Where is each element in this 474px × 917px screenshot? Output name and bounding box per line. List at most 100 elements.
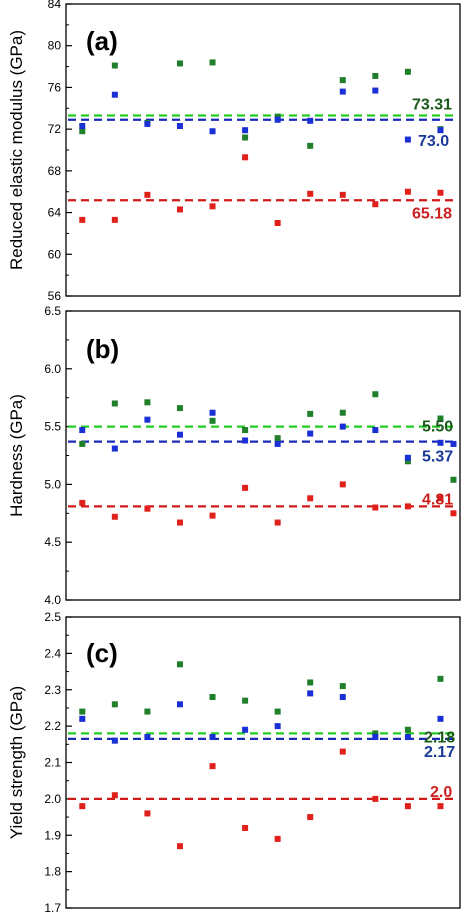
- blue-data-point: [437, 439, 444, 446]
- green-data-point: [176, 661, 183, 668]
- blue-data-point: [144, 416, 151, 423]
- red-data-point: [404, 803, 411, 810]
- blue-data-point: [274, 116, 281, 123]
- green-data-point: [339, 77, 346, 84]
- blue-data-point: [176, 431, 183, 438]
- red-data-point: [307, 495, 314, 502]
- y-tick-label: 2.3: [44, 683, 61, 697]
- green-data-point: [339, 683, 346, 690]
- blue-data-point: [307, 690, 314, 697]
- y-axis-label: Reduced elastic modulus (GPa): [7, 30, 26, 270]
- green-mean-label: 5.50: [422, 419, 453, 436]
- blue-data-point: [274, 440, 281, 447]
- panel-label: (b): [86, 334, 119, 364]
- red-data-point: [274, 835, 281, 842]
- green-data-point: [404, 68, 411, 75]
- panel-label: (a): [86, 26, 118, 56]
- red-data-point: [111, 792, 118, 799]
- blue-data-point: [307, 430, 314, 437]
- red-data-point: [209, 512, 216, 519]
- y-axis-label: Hardness (GPa): [7, 394, 26, 517]
- red-data-point: [144, 191, 151, 198]
- y-tick-label: 84: [48, 0, 62, 11]
- red-data-point: [437, 189, 444, 196]
- green-data-point: [144, 399, 151, 406]
- y-axis-label: Yield strength (GPa): [7, 686, 26, 839]
- y-tick-label: 56: [48, 289, 62, 303]
- green-data-point: [307, 410, 314, 417]
- y-tick-label: 6.5: [44, 304, 61, 318]
- green-data-point: [372, 730, 379, 737]
- green-data-point: [372, 391, 379, 398]
- blue-data-point: [339, 423, 346, 430]
- red-data-point: [404, 503, 411, 510]
- red-data-point: [274, 519, 281, 526]
- green-mean-label: 73.31: [412, 96, 452, 113]
- green-data-point: [209, 59, 216, 66]
- y-tick-label: 68: [48, 164, 62, 178]
- red-mean-label: 2.0: [430, 784, 452, 801]
- y-tick-label: 80: [48, 39, 62, 53]
- red-data-point: [209, 203, 216, 210]
- red-mean-label: 65.18: [412, 205, 452, 222]
- y-tick-label: 4.0: [44, 593, 61, 607]
- green-data-point: [79, 708, 86, 715]
- y-tick-label: 2.1: [44, 756, 61, 770]
- green-data-point: [437, 415, 444, 422]
- blue-data-point: [144, 734, 151, 741]
- red-data-point: [404, 188, 411, 195]
- blue-data-point: [79, 123, 86, 130]
- blue-data-point: [242, 726, 249, 733]
- green-data-point: [242, 697, 249, 704]
- red-data-point: [339, 748, 346, 755]
- y-tick-label: 1.8: [44, 865, 61, 879]
- red-data-point: [242, 154, 249, 161]
- y-tick-label: 1.7: [44, 901, 61, 915]
- y-tick-label: 64: [48, 206, 62, 220]
- blue-data-point: [209, 409, 216, 416]
- green-data-point: [111, 400, 118, 407]
- blue-mean-label: 73.0: [418, 133, 449, 150]
- red-data-point: [307, 814, 314, 821]
- red-data-point: [111, 216, 118, 223]
- green-data-point: [242, 134, 249, 141]
- y-tick-label: 2.0: [44, 792, 61, 806]
- blue-data-point: [339, 694, 346, 701]
- red-data-point: [372, 795, 379, 802]
- green-data-point: [339, 409, 346, 416]
- blue-data-point: [209, 128, 216, 135]
- y-tick-label: 2.4: [44, 646, 61, 660]
- blue-data-point: [176, 123, 183, 130]
- red-data-point: [372, 201, 379, 208]
- y-tick-label: 1.9: [44, 828, 61, 842]
- blue-data-point: [404, 454, 411, 461]
- red-data-point: [79, 216, 86, 223]
- blue-data-point: [176, 701, 183, 708]
- blue-data-point: [79, 715, 86, 722]
- green-data-point: [274, 113, 281, 120]
- red-data-point: [209, 763, 216, 770]
- y-tick-label: 2.5: [44, 610, 61, 624]
- blue-data-point: [111, 737, 118, 744]
- red-data-point: [339, 191, 346, 198]
- green-data-point: [144, 708, 151, 715]
- red-data-point: [79, 499, 86, 506]
- blue-data-point: [450, 440, 457, 447]
- green-data-point: [274, 708, 281, 715]
- red-data-point: [437, 495, 444, 502]
- green-data-point: [79, 128, 86, 135]
- red-mean-label: 4.81: [422, 491, 453, 508]
- y-tick-label: 4.5: [44, 535, 61, 549]
- blue-data-point: [111, 91, 118, 98]
- green-mean-label: 2.18: [424, 729, 455, 746]
- y-tick-label: 6.0: [44, 362, 61, 376]
- y-tick-label: 5.0: [44, 477, 61, 491]
- red-data-point: [307, 190, 314, 197]
- green-data-point: [209, 417, 216, 424]
- red-data-point: [176, 519, 183, 526]
- blue-data-point: [307, 117, 314, 124]
- red-data-point: [242, 484, 249, 491]
- green-data-point: [176, 60, 183, 67]
- blue-data-point: [372, 734, 379, 741]
- y-tick-label: 76: [48, 80, 62, 94]
